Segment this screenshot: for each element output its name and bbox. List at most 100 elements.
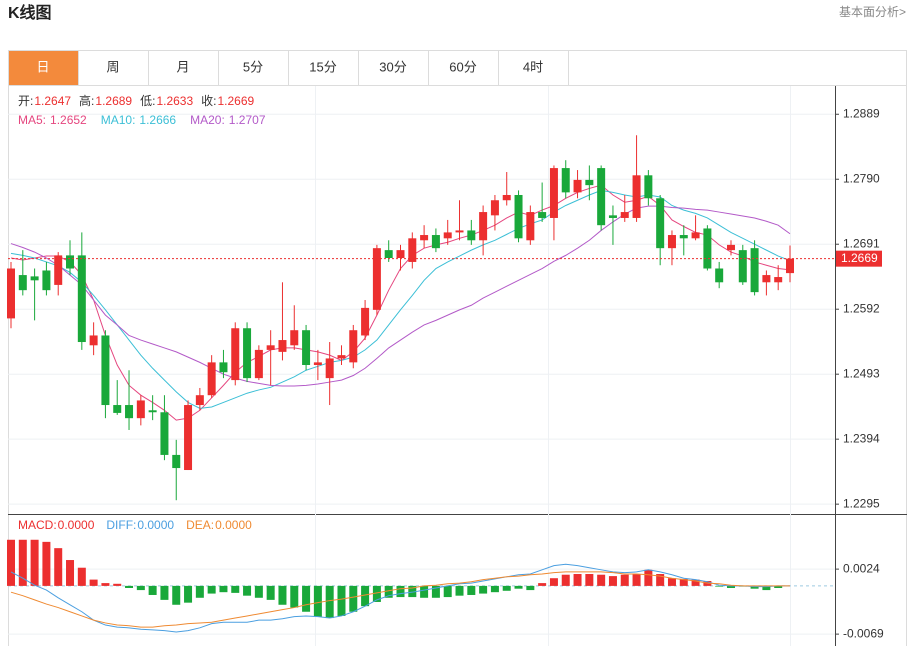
candle-body <box>774 277 783 283</box>
page-title: K线图 <box>8 3 52 22</box>
macd-bar <box>325 585 334 619</box>
y-tick-label: 1.2889 <box>843 106 880 120</box>
macd-bar <box>679 578 688 586</box>
macd-bar <box>254 585 263 598</box>
macd-bar <box>313 585 322 617</box>
tab-label: 周 <box>106 59 119 74</box>
candle-body <box>608 215 617 218</box>
macd-bar <box>750 585 759 589</box>
candle-body <box>254 349 263 379</box>
macd-line <box>10 571 790 628</box>
macd-bar <box>443 585 452 598</box>
candle-body <box>455 230 464 233</box>
candle-body <box>715 268 724 283</box>
candle-body <box>172 454 181 469</box>
readout-value: 1.2647 <box>34 94 71 108</box>
macd-bar <box>266 585 275 600</box>
macd-bar <box>408 585 417 598</box>
macd-bar <box>549 578 558 586</box>
macd-bar <box>656 574 665 586</box>
candle-body <box>691 232 700 239</box>
candle-body <box>148 410 157 413</box>
candle-body <box>349 330 358 363</box>
candle-body <box>54 255 63 285</box>
y-tick-label: 1.2394 <box>843 431 880 445</box>
macd-bar <box>136 585 145 591</box>
macd-bar <box>726 585 735 588</box>
macd-bar <box>502 585 511 591</box>
macd-bar <box>231 585 240 593</box>
macd-bar <box>302 585 311 612</box>
legend-value: 0.0000 <box>215 518 252 532</box>
candle-body <box>420 235 429 241</box>
macd-bar <box>278 585 287 605</box>
candle-body <box>384 250 393 259</box>
candle-body <box>703 228 712 269</box>
legend-label: DEA: <box>186 518 214 532</box>
macd-bar <box>526 585 535 591</box>
macd-bar <box>490 585 499 593</box>
macd-bar <box>66 560 75 586</box>
candle-body <box>644 175 653 199</box>
macd-bar <box>691 579 700 586</box>
readout-value: 1.2633 <box>156 94 193 108</box>
candle-body <box>408 238 417 262</box>
candle-body <box>431 235 440 249</box>
candle-body <box>502 194 511 201</box>
candle-body <box>667 235 676 249</box>
legend-label: DIFF: <box>106 518 136 532</box>
candle-body <box>526 212 535 241</box>
candle-body <box>762 275 771 283</box>
y-tick-label: 1.2691 <box>843 236 880 250</box>
macd-bar <box>30 539 39 586</box>
macd-bar <box>77 567 86 586</box>
readout-value: 1.2689 <box>95 94 132 108</box>
macd-bar <box>372 585 381 602</box>
y-tick-label: 1.2790 <box>843 171 880 185</box>
macd-bar <box>632 574 641 586</box>
candle-body <box>490 200 499 216</box>
macd-bar <box>396 585 405 598</box>
legend-label: MACD: <box>18 518 57 532</box>
candle-body <box>302 330 311 365</box>
macd-bar <box>7 539 15 586</box>
macd-bar <box>349 585 358 612</box>
macd-bar <box>361 585 370 607</box>
macd-bar <box>573 574 582 586</box>
tab[interactable] <box>8 50 79 86</box>
readout-label: 收: <box>201 94 216 108</box>
macd-bar <box>608 576 617 586</box>
readout-label: 低: <box>140 94 155 108</box>
candle-body <box>597 168 606 226</box>
candle-body <box>101 335 110 406</box>
candle-body <box>184 405 193 471</box>
analysis-link[interactable]: 基本面分析> <box>839 5 906 19</box>
tab[interactable] <box>428 50 499 86</box>
readout-value: 1.2669 <box>217 94 254 108</box>
candle-body <box>337 355 346 359</box>
macd-bar <box>479 585 488 594</box>
candle-body <box>443 232 452 239</box>
y-tick-label: 1.2592 <box>843 301 880 315</box>
macd-bar <box>101 583 110 586</box>
tab[interactable] <box>498 50 569 86</box>
candle-body <box>538 212 547 218</box>
macd-bar <box>243 585 252 596</box>
candle-body <box>479 212 488 241</box>
candle-body <box>125 405 134 419</box>
macd-bar <box>620 574 629 586</box>
macd-bar <box>160 585 169 600</box>
legend-value: 1.2707 <box>229 113 266 127</box>
tab[interactable] <box>218 50 289 86</box>
tab-label: 4时 <box>523 59 543 74</box>
macd-bar <box>18 539 27 586</box>
ma-line <box>10 205 791 387</box>
candle-body <box>77 255 86 343</box>
candle-body <box>561 168 570 193</box>
macd-bar <box>514 585 523 589</box>
tab[interactable] <box>358 50 429 86</box>
candle-body <box>750 248 759 293</box>
tab[interactable] <box>288 50 359 86</box>
